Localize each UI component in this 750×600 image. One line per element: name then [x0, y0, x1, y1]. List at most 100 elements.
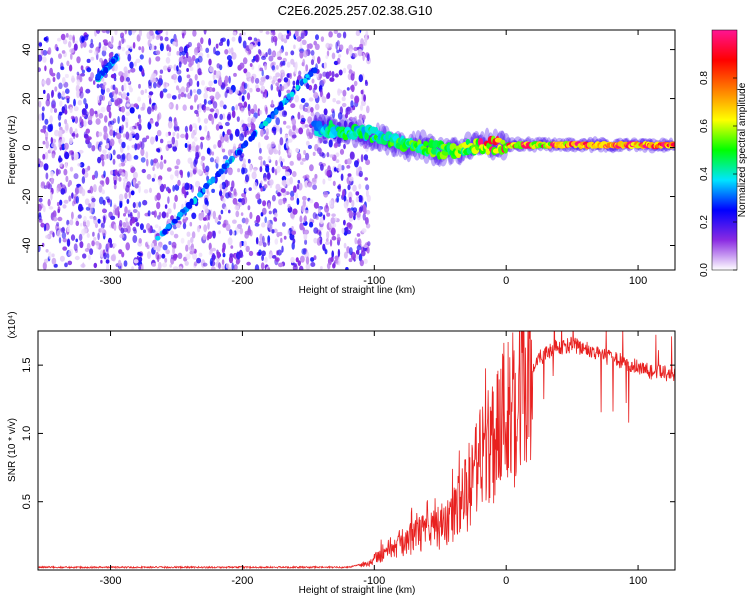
- colorbar-tick-label: 0.0: [699, 263, 710, 277]
- noise-speckle: [61, 90, 65, 96]
- noise-speckle: [209, 108, 215, 113]
- noise-speckle: [346, 165, 351, 169]
- noise-speckle: [163, 159, 167, 164]
- noise-speckle: [38, 245, 41, 253]
- noise-speckle: [326, 262, 331, 270]
- noise-speckle: [241, 217, 246, 224]
- noise-speckle: [336, 32, 342, 38]
- noise-speckle: [120, 106, 126, 113]
- noise-speckle: [118, 71, 124, 77]
- noise-speckle: [68, 41, 72, 48]
- noise-speckle: [327, 177, 332, 182]
- noise-speckle: [85, 88, 91, 94]
- noise-speckle: [101, 189, 105, 195]
- noise-speckle: [301, 157, 307, 162]
- noise-speckle: [125, 111, 131, 116]
- noise-speckle: [99, 141, 103, 146]
- noise-speckle: [211, 253, 216, 262]
- noise-speckle: [271, 194, 276, 202]
- noise-speckle: [199, 136, 205, 141]
- noise-speckle: [140, 141, 145, 150]
- noise-speckle: [164, 204, 168, 209]
- noise-speckle: [242, 40, 247, 49]
- noise-speckle: [147, 39, 151, 47]
- noise-speckle: [302, 175, 308, 179]
- noise-speckle: [135, 201, 139, 209]
- noise-speckle: [76, 71, 80, 76]
- noise-speckle: [43, 163, 49, 171]
- noise-speckle: [366, 105, 370, 114]
- noise-speckle: [53, 263, 58, 268]
- noise-speckle: [118, 163, 122, 168]
- noise-speckle: [177, 179, 181, 186]
- noise-speckle: [190, 237, 194, 244]
- noise-speckle: [299, 222, 304, 231]
- noise-speckle: [112, 158, 116, 165]
- noise-speckle: [291, 226, 294, 231]
- noise-speckle: [75, 196, 80, 204]
- noise-speckle: [287, 148, 293, 156]
- noise-speckle: [310, 50, 315, 56]
- noise-speckle: [300, 117, 306, 123]
- noise-speckle: [344, 226, 349, 232]
- noise-speckle: [103, 154, 108, 161]
- noise-speckle: [142, 137, 147, 143]
- noise-speckle: [249, 63, 253, 67]
- noise-speckle: [325, 202, 328, 209]
- noise-speckle: [97, 232, 100, 241]
- noise-speckle: [68, 64, 73, 72]
- noise-speckle: [350, 94, 354, 100]
- noise-speckle: [116, 133, 122, 140]
- noise-speckle: [173, 256, 177, 261]
- noise-speckle: [117, 116, 120, 124]
- noise-speckle: [283, 120, 287, 125]
- noise-speckle: [79, 91, 84, 99]
- noise-speckle: [265, 131, 269, 136]
- noise-speckle: [232, 31, 237, 36]
- noise-speckle: [226, 38, 230, 47]
- noise-speckle: [291, 134, 297, 139]
- noise-speckle: [178, 88, 181, 94]
- noise-speckle: [68, 34, 73, 41]
- noise-speckle: [259, 147, 262, 154]
- snr-series-line: [38, 331, 675, 570]
- noise-speckle: [347, 184, 351, 191]
- noise-speckle: [147, 106, 152, 115]
- noise-speckle: [274, 238, 279, 245]
- noise-speckle: [225, 192, 230, 199]
- noise-speckle: [220, 135, 225, 144]
- noise-speckle: [286, 34, 290, 40]
- noise-speckle: [166, 93, 172, 99]
- noise-speckle: [157, 30, 163, 34]
- noise-speckle: [119, 219, 123, 227]
- noise-speckle: [60, 66, 65, 71]
- noise-speckle: [298, 127, 304, 135]
- noise-speckle: [165, 31, 169, 36]
- noise-speckle: [188, 169, 193, 178]
- noise-speckle: [102, 85, 106, 90]
- noise-speckle: [186, 74, 191, 79]
- noise-speckle: [205, 106, 210, 111]
- noise-speckle: [356, 233, 361, 237]
- noise-speckle: [211, 116, 215, 125]
- noise-speckle: [265, 52, 268, 58]
- noise-speckle: [130, 190, 135, 196]
- noise-speckle: [261, 55, 267, 61]
- noise-speckle: [197, 169, 203, 175]
- noise-speckle: [133, 259, 139, 264]
- noise-speckle: [221, 247, 225, 254]
- noise-speckle: [267, 239, 271, 246]
- noise-speckle: [236, 223, 243, 229]
- noise-speckle: [229, 133, 234, 141]
- noise-speckle: [301, 123, 306, 129]
- noise-speckle: [186, 68, 190, 72]
- noise-speckle: [203, 224, 208, 233]
- noise-speckle: [328, 31, 333, 38]
- noise-speckle: [282, 60, 286, 66]
- noise-speckle: [89, 43, 94, 49]
- noise-speckle: [212, 101, 218, 109]
- noise-speckle: [279, 127, 283, 135]
- noise-speckle: [174, 170, 179, 177]
